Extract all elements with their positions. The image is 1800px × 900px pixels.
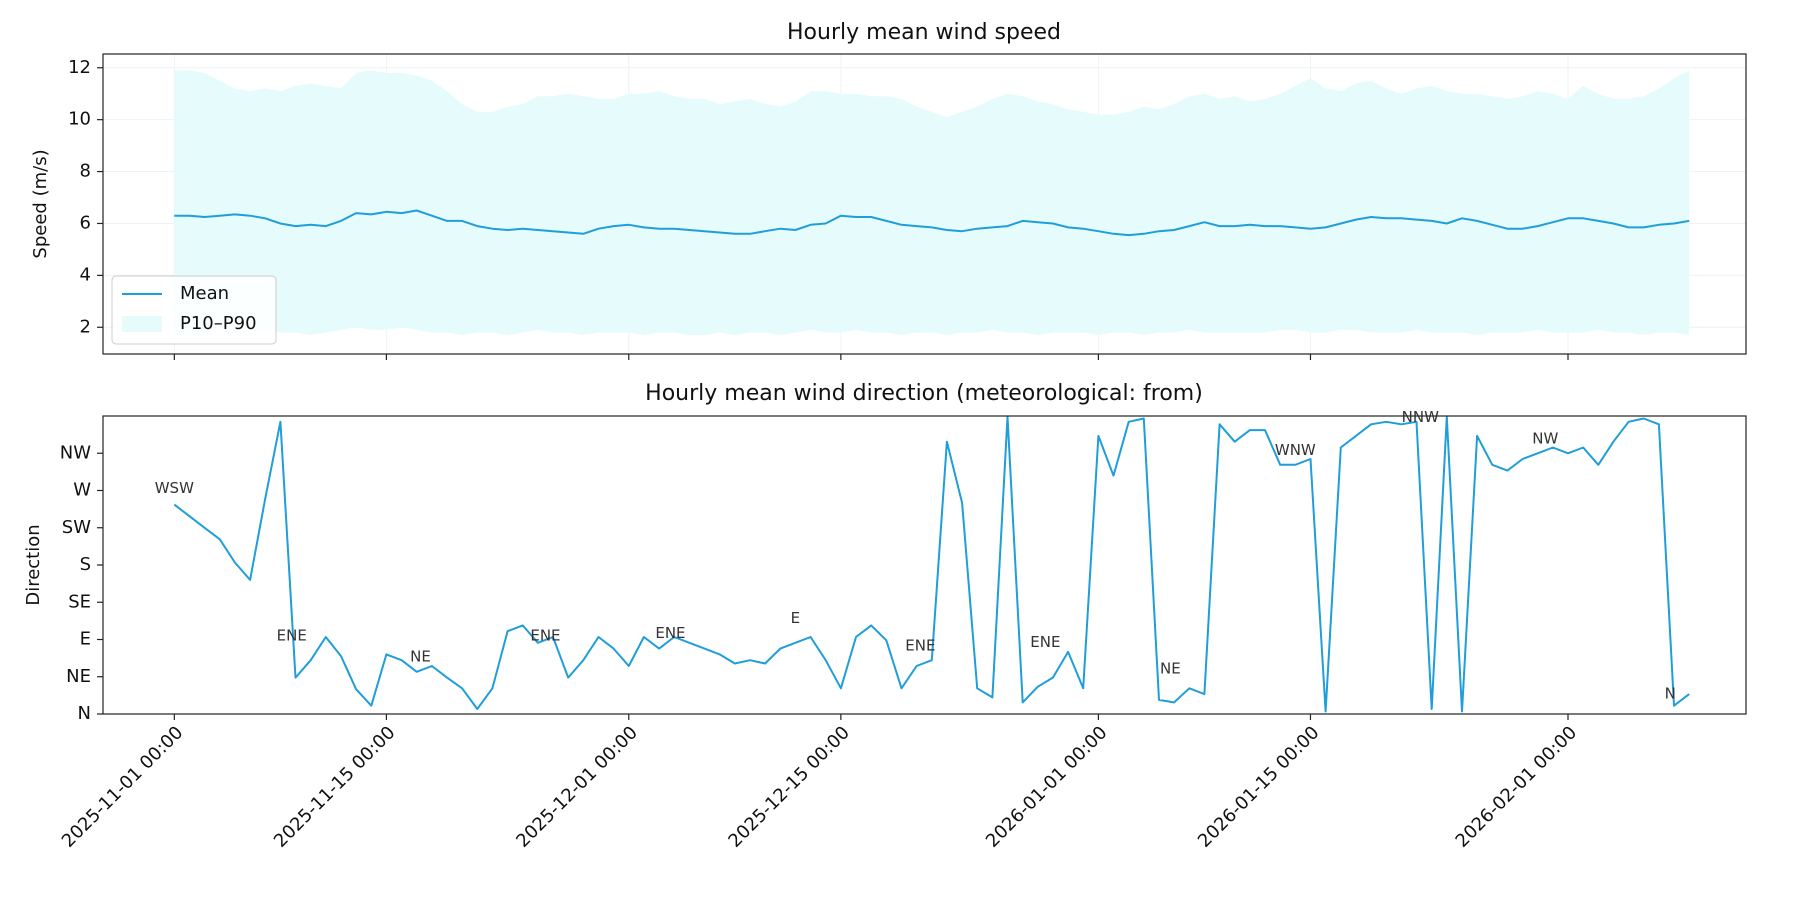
annotation: E [791,609,800,627]
y-tick-label: NE [66,666,91,687]
y-tick-label: SE [68,591,91,612]
annotation: ENE [1030,633,1060,651]
legend-label: Mean [180,283,229,304]
annotation: NE [410,647,431,665]
x-tick-label: 2025-12-01 00:00 [512,722,642,852]
band-area [174,70,1690,336]
x-tick-label: 2026-02-01 00:00 [1452,722,1582,852]
data-line [173,415,1690,713]
y-tick-label: 4 [80,264,91,285]
y-tick-label: 10 [68,109,91,130]
chart-title: Hourly mean wind speed [787,20,1061,45]
annotation: ENE [655,624,685,642]
y-tick-label: 8 [80,161,91,182]
y-tick-label: 12 [68,57,91,78]
y-tick-label: W [73,480,91,501]
x-tick-label: 2025-11-01 00:00 [58,722,188,852]
chart-title: Hourly mean wind direction (meteorologic… [645,381,1203,406]
annotation: NNW [1402,408,1439,426]
y-tick-label: S [80,554,91,575]
y-tick-label: NW [60,442,91,463]
x-tick-label: 2025-12-15 00:00 [724,722,854,852]
y-tick-label: 6 [80,212,91,233]
annotation: WNW [1275,441,1316,459]
y-axis-label: Direction [23,524,44,605]
y-tick-label: E [80,629,91,650]
plot-frame [102,53,1747,355]
annotation: WSW [155,479,194,497]
y-tick-label: N [78,703,91,724]
x-tick-label: 2025-11-15 00:00 [270,722,400,852]
x-tick-label: 2026-01-01 00:00 [982,722,1112,852]
annotation: ENE [530,627,560,645]
annotation: NE [1160,660,1181,678]
annotation: ENE [277,627,307,645]
legend-swatch [122,316,162,332]
legend-label: P10–P90 [180,313,257,334]
x-tick-label: 2026-01-15 00:00 [1194,722,1324,852]
data-line [174,209,1690,237]
annotation: N [1665,685,1676,703]
annotation: NW [1532,430,1558,448]
plot-frame [102,415,1747,715]
y-axis-label: Speed (m/s) [30,149,51,258]
y-tick-label: 2 [80,316,91,337]
annotation: ENE [905,637,935,655]
y-tick-label: SW [62,517,91,538]
